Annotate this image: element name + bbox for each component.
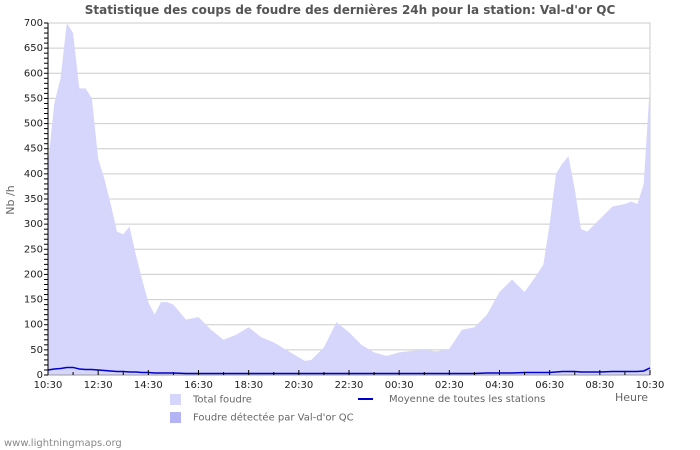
legend-label-station: Foudre détectée par Val-d'or QC	[193, 412, 354, 424]
svg-text:350: 350	[24, 194, 43, 205]
svg-text:10:30: 10:30	[34, 380, 63, 391]
svg-text:00:30: 00:30	[385, 380, 414, 391]
svg-text:550: 550	[24, 93, 43, 104]
svg-text:250: 250	[24, 244, 43, 255]
svg-text:700: 700	[24, 18, 43, 29]
legend-label-total: Total foudre	[193, 394, 252, 406]
average-line	[47, 366, 651, 375]
svg-text:04:30: 04:30	[485, 380, 514, 391]
svg-text:20:30: 20:30	[284, 380, 313, 391]
legend-label-average: Moyenne de toutes les stations	[389, 394, 546, 405]
svg-text:50: 50	[30, 345, 43, 356]
svg-text:500: 500	[24, 119, 43, 130]
average-line-icon	[358, 398, 373, 400]
svg-text:14:30: 14:30	[134, 380, 163, 391]
svg-text:400: 400	[24, 169, 43, 180]
svg-text:12:30: 12:30	[84, 380, 113, 391]
svg-text:22:30: 22:30	[335, 380, 364, 391]
chart-title: Statistique des coups de foudre des dern…	[84, 3, 616, 17]
svg-text:18:30: 18:30	[234, 380, 263, 391]
legend-item-total: Total foudre	[170, 394, 252, 406]
svg-text:08:30: 08:30	[585, 380, 614, 391]
station-swatch-icon	[170, 412, 181, 423]
total-lightning-area	[48, 23, 650, 375]
svg-text:600: 600	[24, 68, 43, 79]
svg-text:16:30: 16:30	[184, 380, 213, 391]
svg-text:450: 450	[24, 144, 43, 155]
legend-item-average: Moyenne de toutes les stations	[358, 394, 545, 405]
svg-text:650: 650	[24, 43, 43, 54]
footer-site: www.lightningmaps.org	[4, 438, 122, 449]
axes: 0 50 100 150 200 250 300 350 400 450 500 550 600 650 7…	[24, 18, 665, 391]
svg-text:100: 100	[24, 320, 43, 331]
y-axis-label: Nb /h	[4, 185, 17, 214]
total-swatch-icon	[170, 394, 181, 405]
svg-text:150: 150	[24, 295, 43, 306]
svg-text:02:30: 02:30	[435, 380, 464, 391]
svg-text:300: 300	[24, 219, 43, 230]
legend-item-station: Foudre détectée par Val-d'or QC	[170, 412, 354, 424]
svg-text:06:30: 06:30	[535, 380, 564, 391]
svg-text:200: 200	[24, 269, 43, 280]
svg-text:0: 0	[37, 370, 43, 381]
svg-text:10:30: 10:30	[636, 380, 665, 391]
x-axis-label: Heure	[615, 391, 648, 404]
